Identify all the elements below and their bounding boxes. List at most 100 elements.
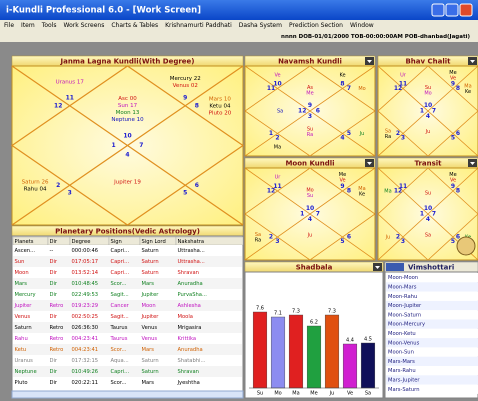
- table-cell: Moon: [142, 303, 156, 309]
- house-number: 1: [300, 211, 304, 218]
- dasha-period: Moon-Rahu: [388, 294, 417, 300]
- planet-label: Saturn 26: [22, 179, 49, 185]
- planet-label: Neptune 10: [111, 117, 144, 123]
- minimize-button[interactable]: [432, 4, 444, 16]
- table-cell: 004:23:41: [72, 336, 99, 342]
- table-cell: Retro: [50, 303, 64, 309]
- bar: [325, 315, 339, 388]
- table-cell: Scor...: [111, 380, 127, 386]
- dasha-period: Moon-Sun: [388, 350, 414, 356]
- column-header-text: Dir: [50, 239, 58, 245]
- house-number: 8: [456, 85, 460, 92]
- dasha-period: Moon-Mercury: [388, 322, 425, 328]
- table-cell: Rahu: [15, 336, 28, 342]
- table-cell: 026:36:30: [72, 325, 99, 331]
- house-number: 9: [308, 102, 312, 109]
- house-number: 12: [267, 188, 275, 195]
- table-cell: Scor...: [111, 281, 127, 287]
- house-number: 1: [420, 211, 424, 218]
- menu-item[interactable]: Prediction Section: [289, 22, 343, 29]
- window-title: i-Kundli Professional 6.0 - [Work Screen…: [6, 6, 201, 16]
- menu-item[interactable]: Window: [350, 22, 374, 29]
- house-number: 1: [112, 142, 116, 149]
- bar-value-label: 7.1: [274, 311, 282, 317]
- x-tick-label: Ma: [292, 391, 299, 397]
- house-number: 1: [269, 130, 273, 137]
- table-cell: 020:22:11: [72, 380, 99, 386]
- house-number: 12: [298, 108, 306, 115]
- house-number: 8: [195, 102, 199, 109]
- bar-value-label: 4.4: [346, 338, 354, 344]
- menu-item[interactable]: Item: [21, 22, 35, 29]
- menu-item[interactable]: File: [4, 22, 14, 29]
- table-cell: 000:00:46: [72, 248, 99, 254]
- table-cell: Dir: [50, 380, 58, 386]
- moon-image: [457, 237, 475, 255]
- house-number: 9: [451, 81, 455, 88]
- house-number: 10: [123, 132, 131, 139]
- house-number: 9: [340, 183, 344, 190]
- maximize-button[interactable]: [446, 4, 458, 16]
- planet-label: Ve: [274, 73, 280, 79]
- birth-info: nnnn DOB-01/01/2000 TOB-00:00:00AM POB-d…: [281, 34, 470, 40]
- table-cell: Venus: [15, 314, 31, 320]
- panel-title: Vimshottari: [408, 263, 454, 271]
- bar: [289, 315, 303, 388]
- dasha-selector[interactable]: [386, 263, 404, 271]
- planet-label: Ke: [339, 73, 345, 79]
- close-button[interactable]: [460, 4, 472, 16]
- menu-item[interactable]: Charts & Tables: [111, 22, 158, 29]
- house-number: 3: [401, 135, 405, 142]
- panel-title: Navamsh Kundli: [278, 57, 342, 65]
- planet-label: Rahu 04: [24, 186, 47, 192]
- house-number: 6: [456, 130, 460, 137]
- table-cell: Dir: [50, 270, 58, 276]
- house-number: 7: [347, 85, 351, 92]
- table-cell: Retro: [50, 336, 64, 342]
- table-cell: 017:05:17: [72, 259, 99, 265]
- panel-title: Transit: [414, 159, 442, 167]
- house-number: 5: [347, 130, 351, 137]
- menu-item[interactable]: Work Screens: [64, 22, 105, 29]
- planet-label: Ma: [384, 189, 391, 195]
- scrollbar[interactable]: [12, 391, 243, 398]
- bar: [343, 344, 357, 388]
- menu-item[interactable]: Tools: [41, 22, 57, 29]
- table-cell: Venus: [142, 325, 158, 331]
- planet-label: Ve: [450, 75, 456, 81]
- planet-label: Mo: [424, 91, 431, 97]
- table-cell: Sun: [15, 259, 25, 265]
- table-cell: Dir: [50, 358, 58, 364]
- dasha-period: Moon-Venus: [388, 340, 420, 346]
- bar-value-label: 7.3: [328, 309, 336, 315]
- planet-label: Me: [306, 91, 313, 97]
- house-number: 2: [396, 130, 400, 137]
- house-number: 2: [269, 234, 273, 241]
- table-cell: Ashlesha: [178, 303, 201, 309]
- house-number: 7: [139, 142, 143, 149]
- planet-label: Ju: [385, 235, 391, 241]
- planet-label: Ma: [274, 145, 281, 151]
- bar-value-label: 7.6: [256, 306, 264, 312]
- planet-label: Su: [425, 190, 431, 196]
- column-header-text: Sign Lord: [142, 239, 166, 245]
- table-cell: Saturn: [142, 259, 159, 265]
- planet-label: Mars 10: [209, 96, 231, 102]
- house-number: 3: [401, 238, 405, 245]
- table-cell: Aqua...: [111, 358, 130, 364]
- table-cell: Jupiter: [141, 314, 160, 320]
- x-tick-label: Mo: [274, 391, 281, 397]
- panel-title: Janma Lagna Kundli(With Degree): [60, 57, 195, 65]
- planet-label: Sa: [425, 233, 431, 239]
- menu-item[interactable]: Dasha System: [239, 22, 282, 29]
- table-cell: Dir: [50, 259, 58, 265]
- dasha-period: Mars-Jupiter: [388, 378, 420, 384]
- house-number: 5: [451, 238, 455, 245]
- table-cell: Saturn: [142, 248, 159, 254]
- menu-item[interactable]: Krishnamurti Paddhati: [165, 22, 232, 29]
- house-number: 3: [275, 238, 279, 245]
- bar: [271, 317, 285, 388]
- dasha-period: Mars-Rahu: [388, 368, 416, 374]
- table-cell: Dir: [50, 281, 58, 287]
- table-row: [13, 344, 242, 355]
